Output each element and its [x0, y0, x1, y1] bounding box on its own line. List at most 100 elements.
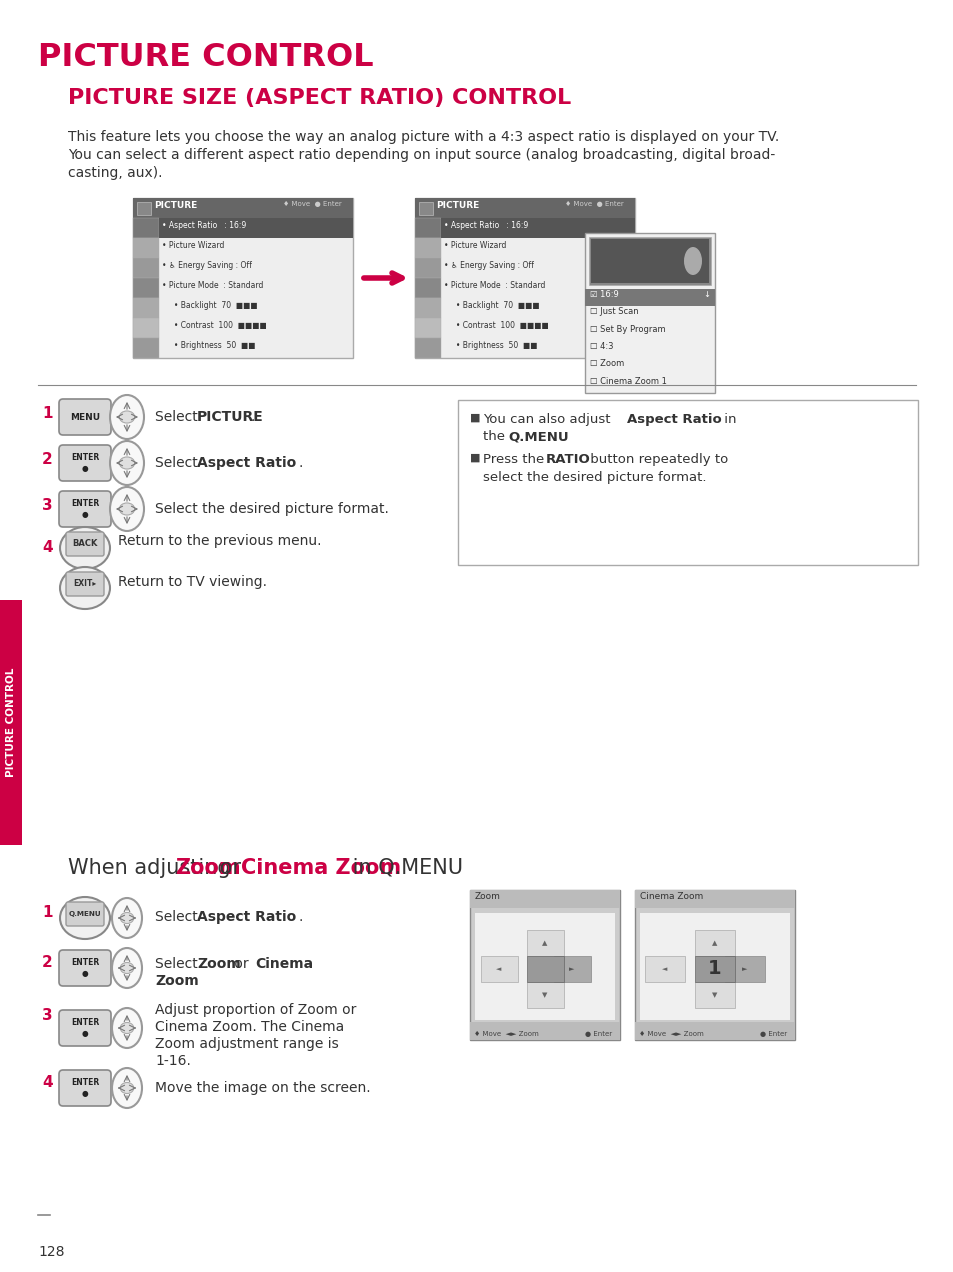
Text: ☐ Set By Program: ☐ Set By Program	[589, 324, 665, 333]
Ellipse shape	[120, 1023, 133, 1033]
Text: Select: Select	[154, 410, 202, 424]
Text: • Picture Wizard: • Picture Wizard	[443, 240, 506, 251]
Bar	[132, 298, 159, 318]
Bar	[724, 957, 764, 982]
Text: ENTER
●: ENTER ●	[71, 1019, 99, 1038]
Ellipse shape	[120, 1082, 133, 1094]
Text: 1: 1	[42, 904, 52, 920]
Text: or: or	[213, 859, 248, 878]
Bar	[480, 957, 517, 982]
Text: • Picture Mode  : Standard: • Picture Mode : Standard	[443, 281, 545, 290]
Text: ENTER
●: ENTER ●	[71, 500, 99, 519]
Bar	[132, 198, 353, 218]
Text: .: .	[251, 410, 255, 424]
Text: ● Enter: ● Enter	[760, 1032, 786, 1037]
Text: • Picture Wizard: • Picture Wizard	[162, 240, 224, 251]
Bar	[590, 239, 708, 282]
Text: PICTURE CONTROL: PICTURE CONTROL	[38, 42, 374, 73]
Text: ■: ■	[470, 413, 480, 424]
Bar	[470, 890, 619, 908]
FancyBboxPatch shape	[59, 950, 111, 986]
Text: ♦ Move  ● Enter: ♦ Move ● Enter	[283, 201, 341, 207]
Text: MENU: MENU	[70, 412, 100, 421]
Text: ↓: ↓	[702, 290, 709, 299]
Ellipse shape	[120, 912, 133, 923]
FancyBboxPatch shape	[66, 532, 104, 556]
Text: .: .	[298, 909, 303, 923]
Bar	[137, 202, 151, 215]
Text: ♦ Move  ◄► Zoom: ♦ Move ◄► Zoom	[474, 1032, 538, 1037]
Text: ENTER
●: ENTER ●	[71, 453, 99, 473]
Text: PICTURE: PICTURE	[436, 201, 478, 210]
Bar	[526, 982, 563, 1007]
Text: • Backlight  70  ■■■: • Backlight 70 ■■■	[443, 301, 539, 310]
Text: 4: 4	[42, 1075, 52, 1090]
Bar	[470, 1021, 619, 1040]
Text: ►: ►	[569, 965, 574, 972]
Text: PICTURE: PICTURE	[153, 201, 197, 210]
Bar	[695, 982, 734, 1007]
Text: ☑ 16:9: ☑ 16:9	[589, 290, 618, 299]
Ellipse shape	[110, 441, 144, 485]
Bar	[132, 218, 159, 238]
Text: ♦ Move  ◄► Zoom: ♦ Move ◄► Zoom	[639, 1032, 703, 1037]
Text: • Aspect Ratio   : 16:9: • Aspect Ratio : 16:9	[162, 221, 246, 230]
Text: • ♿ Energy Saving : Off: • ♿ Energy Saving : Off	[443, 261, 534, 270]
Text: ■: ■	[470, 453, 480, 463]
Text: .: .	[185, 974, 190, 988]
Text: RATIO: RATIO	[545, 453, 590, 466]
Bar	[635, 890, 794, 908]
Text: ☐ Cinema Zoom 1: ☐ Cinema Zoom 1	[589, 377, 666, 385]
FancyBboxPatch shape	[59, 445, 111, 481]
Text: PICTURE SIZE (ASPECT RATIO) CONTROL: PICTURE SIZE (ASPECT RATIO) CONTROL	[68, 88, 571, 108]
Text: ▼: ▼	[712, 992, 717, 999]
Ellipse shape	[120, 963, 133, 973]
Bar	[132, 258, 159, 279]
Text: • Brightness  50  ■■: • Brightness 50 ■■	[162, 341, 255, 350]
Text: Select: Select	[154, 455, 202, 469]
Text: 3: 3	[42, 499, 52, 513]
Text: Return to TV viewing.: Return to TV viewing.	[118, 575, 267, 589]
Text: 1: 1	[42, 406, 52, 421]
Ellipse shape	[110, 396, 144, 439]
Ellipse shape	[119, 411, 134, 424]
Text: ▲: ▲	[712, 940, 717, 946]
Bar	[554, 957, 590, 982]
Text: • Backlight  70  ■■■: • Backlight 70 ■■■	[162, 301, 257, 310]
Text: ▲: ▲	[541, 940, 547, 946]
Text: select the desired picture format.: select the desired picture format.	[482, 471, 706, 485]
Text: the: the	[482, 430, 509, 443]
Text: Zoom adjustment range is: Zoom adjustment range is	[154, 1037, 338, 1051]
Bar	[588, 237, 710, 285]
Ellipse shape	[119, 502, 134, 515]
Text: You can select a different aspect ratio depending on input source (analog broadc: You can select a different aspect ratio …	[68, 148, 775, 162]
Text: PICTURE: PICTURE	[196, 410, 263, 424]
Bar	[695, 930, 734, 957]
Text: Select the desired picture format.: Select the desired picture format.	[154, 502, 389, 516]
Bar	[415, 338, 440, 357]
Text: ☐ Zoom: ☐ Zoom	[589, 359, 623, 369]
Text: Cinema: Cinema	[254, 957, 313, 971]
FancyBboxPatch shape	[59, 399, 111, 435]
Ellipse shape	[112, 1007, 142, 1048]
Bar	[457, 399, 917, 565]
Text: 1-16.: 1-16.	[154, 1054, 191, 1068]
Ellipse shape	[60, 567, 110, 609]
Text: ▼: ▼	[541, 992, 547, 999]
Text: Cinema Zoom: Cinema Zoom	[241, 859, 400, 878]
Bar	[132, 198, 353, 357]
Text: 4: 4	[42, 541, 52, 555]
Bar	[475, 913, 615, 1020]
Bar	[584, 289, 714, 307]
Text: Zoom: Zoom	[475, 892, 500, 901]
Text: Cinema Zoom. The Cinema: Cinema Zoom. The Cinema	[154, 1020, 344, 1034]
Text: 128: 128	[38, 1245, 65, 1259]
Text: in Q.MENU: in Q.MENU	[346, 859, 462, 878]
Ellipse shape	[110, 487, 144, 530]
Bar	[415, 258, 440, 279]
Text: 3: 3	[42, 1007, 52, 1023]
Text: BACK: BACK	[72, 539, 97, 548]
Text: Return to the previous menu.: Return to the previous menu.	[118, 534, 321, 548]
Ellipse shape	[683, 247, 701, 275]
Text: Aspect Ratio: Aspect Ratio	[196, 909, 296, 923]
